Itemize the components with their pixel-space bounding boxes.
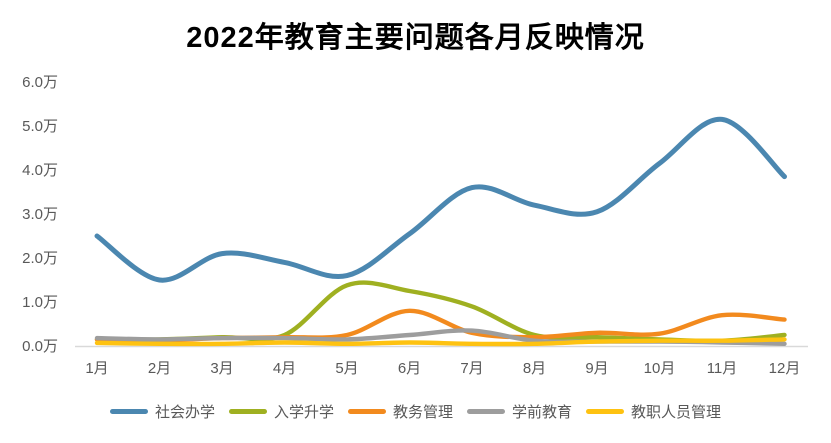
legend-line-swatch-icon xyxy=(467,409,505,414)
legend-line-swatch-icon xyxy=(347,409,386,414)
y-tick-label: 0.0万 xyxy=(22,338,58,355)
legend: 社会办学 入学升学 教务管理 学前教育 教职人员管理 xyxy=(0,401,831,422)
x-tick-label: 5月 xyxy=(335,360,358,377)
legend-item-2: 教务管理 xyxy=(347,401,453,422)
legend-label: 社会办学 xyxy=(154,404,215,421)
series-line-4 xyxy=(94,337,787,347)
x-tick-label: 6月 xyxy=(398,360,421,377)
legend-label: 入学升学 xyxy=(273,404,334,421)
legend-label: 学前教育 xyxy=(512,404,573,421)
legend-label: 教务管理 xyxy=(392,404,453,421)
x-tick-label: 9月 xyxy=(585,360,608,377)
x-tick-label: 4月 xyxy=(273,360,296,377)
legend-line-swatch-icon xyxy=(228,409,267,414)
x-tick-label: 8月 xyxy=(523,360,546,377)
x-axis-tick-labels: 1月 2月 3月 4月 5月 6月 7月 8月 9月 10月 11月 12月 xyxy=(85,360,800,377)
chart-title: 2022年教育主要问题各月反映情况 xyxy=(186,22,645,54)
x-tick-label: 11月 xyxy=(707,360,738,377)
legend-label: 教职人员管理 xyxy=(631,404,722,421)
legend-line-swatch-icon xyxy=(586,409,625,414)
legend-line-swatch-icon xyxy=(109,409,148,414)
x-tick-label: 1月 xyxy=(85,360,108,377)
legend-item-3: 学前教育 xyxy=(467,401,572,422)
legend-item-0: 社会办学 xyxy=(109,401,215,422)
series-lines xyxy=(94,116,787,347)
line-chart-plot-area: 0.0万 1.0万 2.0万 3.0万 4.0万 5.0万 6.0万 1月 2月 3月 4月 5月 6… xyxy=(22,74,808,377)
series-line-0 xyxy=(94,116,787,283)
x-tick-label: 7月 xyxy=(460,360,483,377)
legend-item-4: 教职人员管理 xyxy=(586,401,721,422)
y-axis-tick-labels: 0.0万 1.0万 2.0万 3.0万 4.0万 5.0万 6.0万 xyxy=(22,74,58,355)
y-tick-label: 4.0万 xyxy=(22,162,58,179)
x-tick-label: 3月 xyxy=(210,360,233,377)
x-tick-label: 12月 xyxy=(769,360,801,377)
y-tick-label: 6.0万 xyxy=(22,74,58,91)
legend-item-1: 入学升学 xyxy=(228,401,334,422)
y-tick-label: 2.0万 xyxy=(22,250,58,267)
y-tick-label: 1.0万 xyxy=(22,294,58,311)
y-tick-label: 5.0万 xyxy=(22,118,58,135)
x-tick-label: 10月 xyxy=(644,360,676,377)
x-tick-label: 2月 xyxy=(148,360,171,377)
y-tick-label: 3.0万 xyxy=(22,206,58,223)
